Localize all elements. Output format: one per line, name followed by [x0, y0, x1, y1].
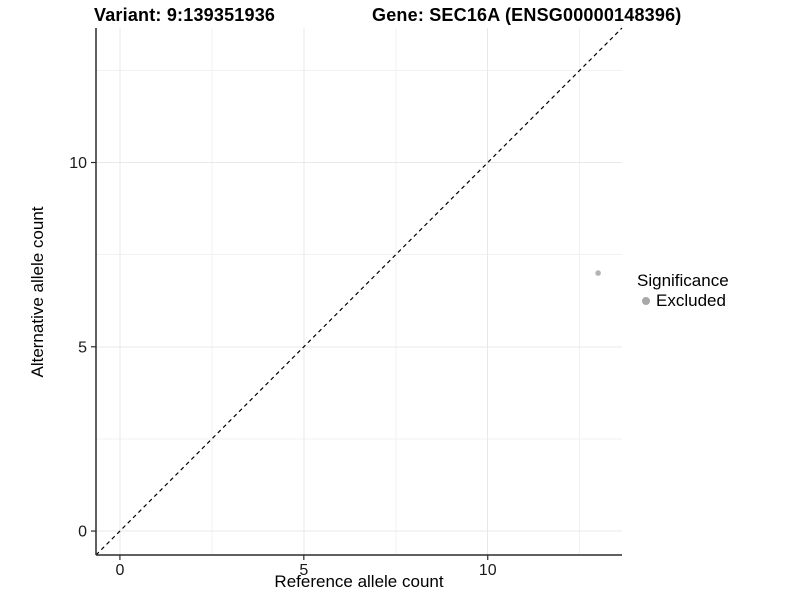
x-tick-label: 10	[479, 562, 497, 579]
legend-title: Significance	[637, 271, 729, 290]
legend-point-icon	[642, 297, 650, 305]
identity-line	[95, 27, 623, 556]
plot-title-gene: Gene: SEC16A (ENSG00000148396)	[372, 5, 682, 25]
y-tick-label: 5	[78, 339, 87, 356]
legend-item-label: Excluded	[656, 291, 726, 310]
x-tick-label: 0	[115, 562, 124, 579]
data-point	[595, 270, 601, 276]
y-axis-title: Alternative allele count	[28, 206, 47, 378]
legend: Significance Excluded	[637, 271, 729, 311]
x-tick-label: 5	[299, 562, 308, 579]
plot-title-variant: Variant: 9:139351936	[94, 5, 276, 25]
y-tick-label: 10	[69, 155, 87, 172]
legend-item-excluded: Excluded	[637, 291, 729, 311]
y-tick-label: 0	[78, 524, 87, 541]
x-axis-title: Reference allele count	[274, 572, 444, 591]
